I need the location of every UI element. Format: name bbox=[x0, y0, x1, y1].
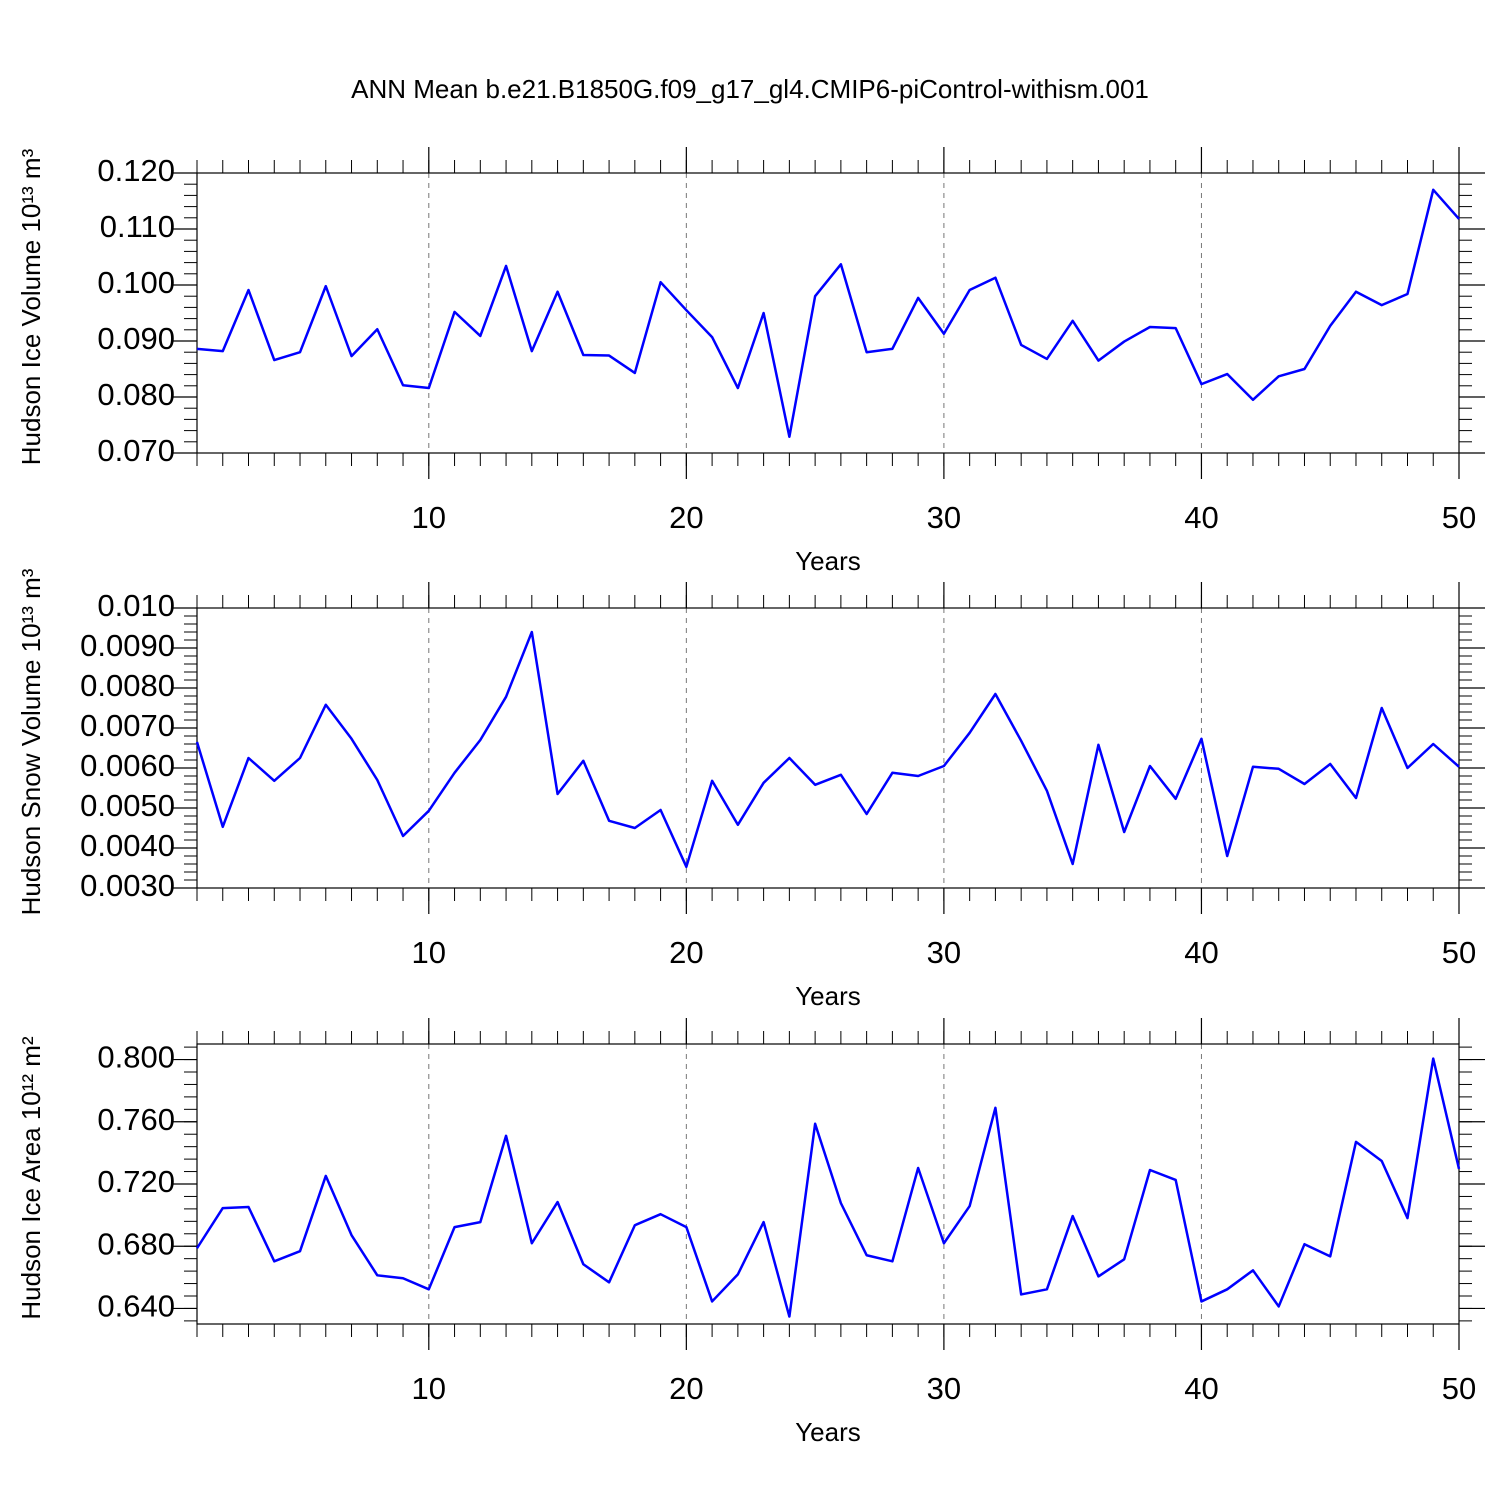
y-tick-label: 0.080 bbox=[97, 377, 175, 412]
y-tick-label: 0.0040 bbox=[80, 828, 175, 863]
plot-frame bbox=[196, 607, 1460, 889]
y-tick-label: 0.100 bbox=[97, 265, 175, 300]
x-tick-label: 10 bbox=[412, 1371, 446, 1406]
y-tick-label: 0.680 bbox=[97, 1226, 175, 1261]
y-axis-label: Hudson Ice Volume 10¹³ m³ bbox=[16, 148, 46, 465]
y-tick-label: 0.010 bbox=[97, 588, 175, 623]
y-tick-label: 0.800 bbox=[97, 1040, 175, 1075]
y-tick-label: 0.760 bbox=[97, 1102, 175, 1137]
x-tick-label: 40 bbox=[1184, 500, 1218, 535]
y-tick-label: 0.720 bbox=[97, 1164, 175, 1199]
y-axis-label: Hudson Snow Volume 10¹³ m³ bbox=[16, 568, 46, 915]
x-tick-label: 30 bbox=[927, 500, 961, 535]
x-tick-label: 10 bbox=[412, 935, 446, 970]
x-tick-label: 20 bbox=[669, 500, 703, 535]
x-tick-label: 40 bbox=[1184, 935, 1218, 970]
x-axis-label: Years bbox=[795, 546, 861, 576]
figure-title: ANN Mean b.e21.B1850G.f09_g17_gl4.CMIP6-… bbox=[351, 74, 1149, 104]
y-tick-label: 0.0060 bbox=[80, 748, 175, 783]
x-axis-label: Years bbox=[795, 981, 861, 1011]
x-tick-label: 10 bbox=[412, 500, 446, 535]
y-tick-label: 0.640 bbox=[97, 1289, 175, 1324]
y-tick-label: 0.0070 bbox=[80, 708, 175, 743]
data-line bbox=[195, 630, 1460, 869]
x-tick-label: 50 bbox=[1442, 500, 1476, 535]
plot-frame bbox=[196, 1043, 1460, 1325]
x-tick-label: 20 bbox=[669, 1371, 703, 1406]
data-line bbox=[195, 1057, 1461, 1318]
x-tick-label: 50 bbox=[1442, 935, 1476, 970]
y-tick-label: 0.0090 bbox=[80, 628, 175, 663]
x-axis-label: Years bbox=[795, 1417, 861, 1447]
data-line bbox=[196, 188, 1460, 439]
x-tick-label: 30 bbox=[927, 935, 961, 970]
y-tick-label: 0.070 bbox=[97, 433, 175, 468]
y-tick-label: 0.120 bbox=[97, 153, 175, 188]
x-tick-label: 30 bbox=[927, 1371, 961, 1406]
plot-frame bbox=[196, 172, 1460, 454]
y-tick-label: 0.0050 bbox=[80, 788, 175, 823]
x-tick-label: 50 bbox=[1442, 1371, 1476, 1406]
y-axis-label: Hudson Ice Area 10¹² m² bbox=[16, 1036, 46, 1320]
x-tick-label: 40 bbox=[1184, 1371, 1218, 1406]
y-tick-label: 0.0030 bbox=[80, 868, 175, 903]
y-tick-label: 0.0080 bbox=[80, 668, 175, 703]
y-tick-label: 0.090 bbox=[97, 321, 175, 356]
x-tick-label: 20 bbox=[669, 935, 703, 970]
y-tick-label: 0.110 bbox=[100, 209, 175, 244]
